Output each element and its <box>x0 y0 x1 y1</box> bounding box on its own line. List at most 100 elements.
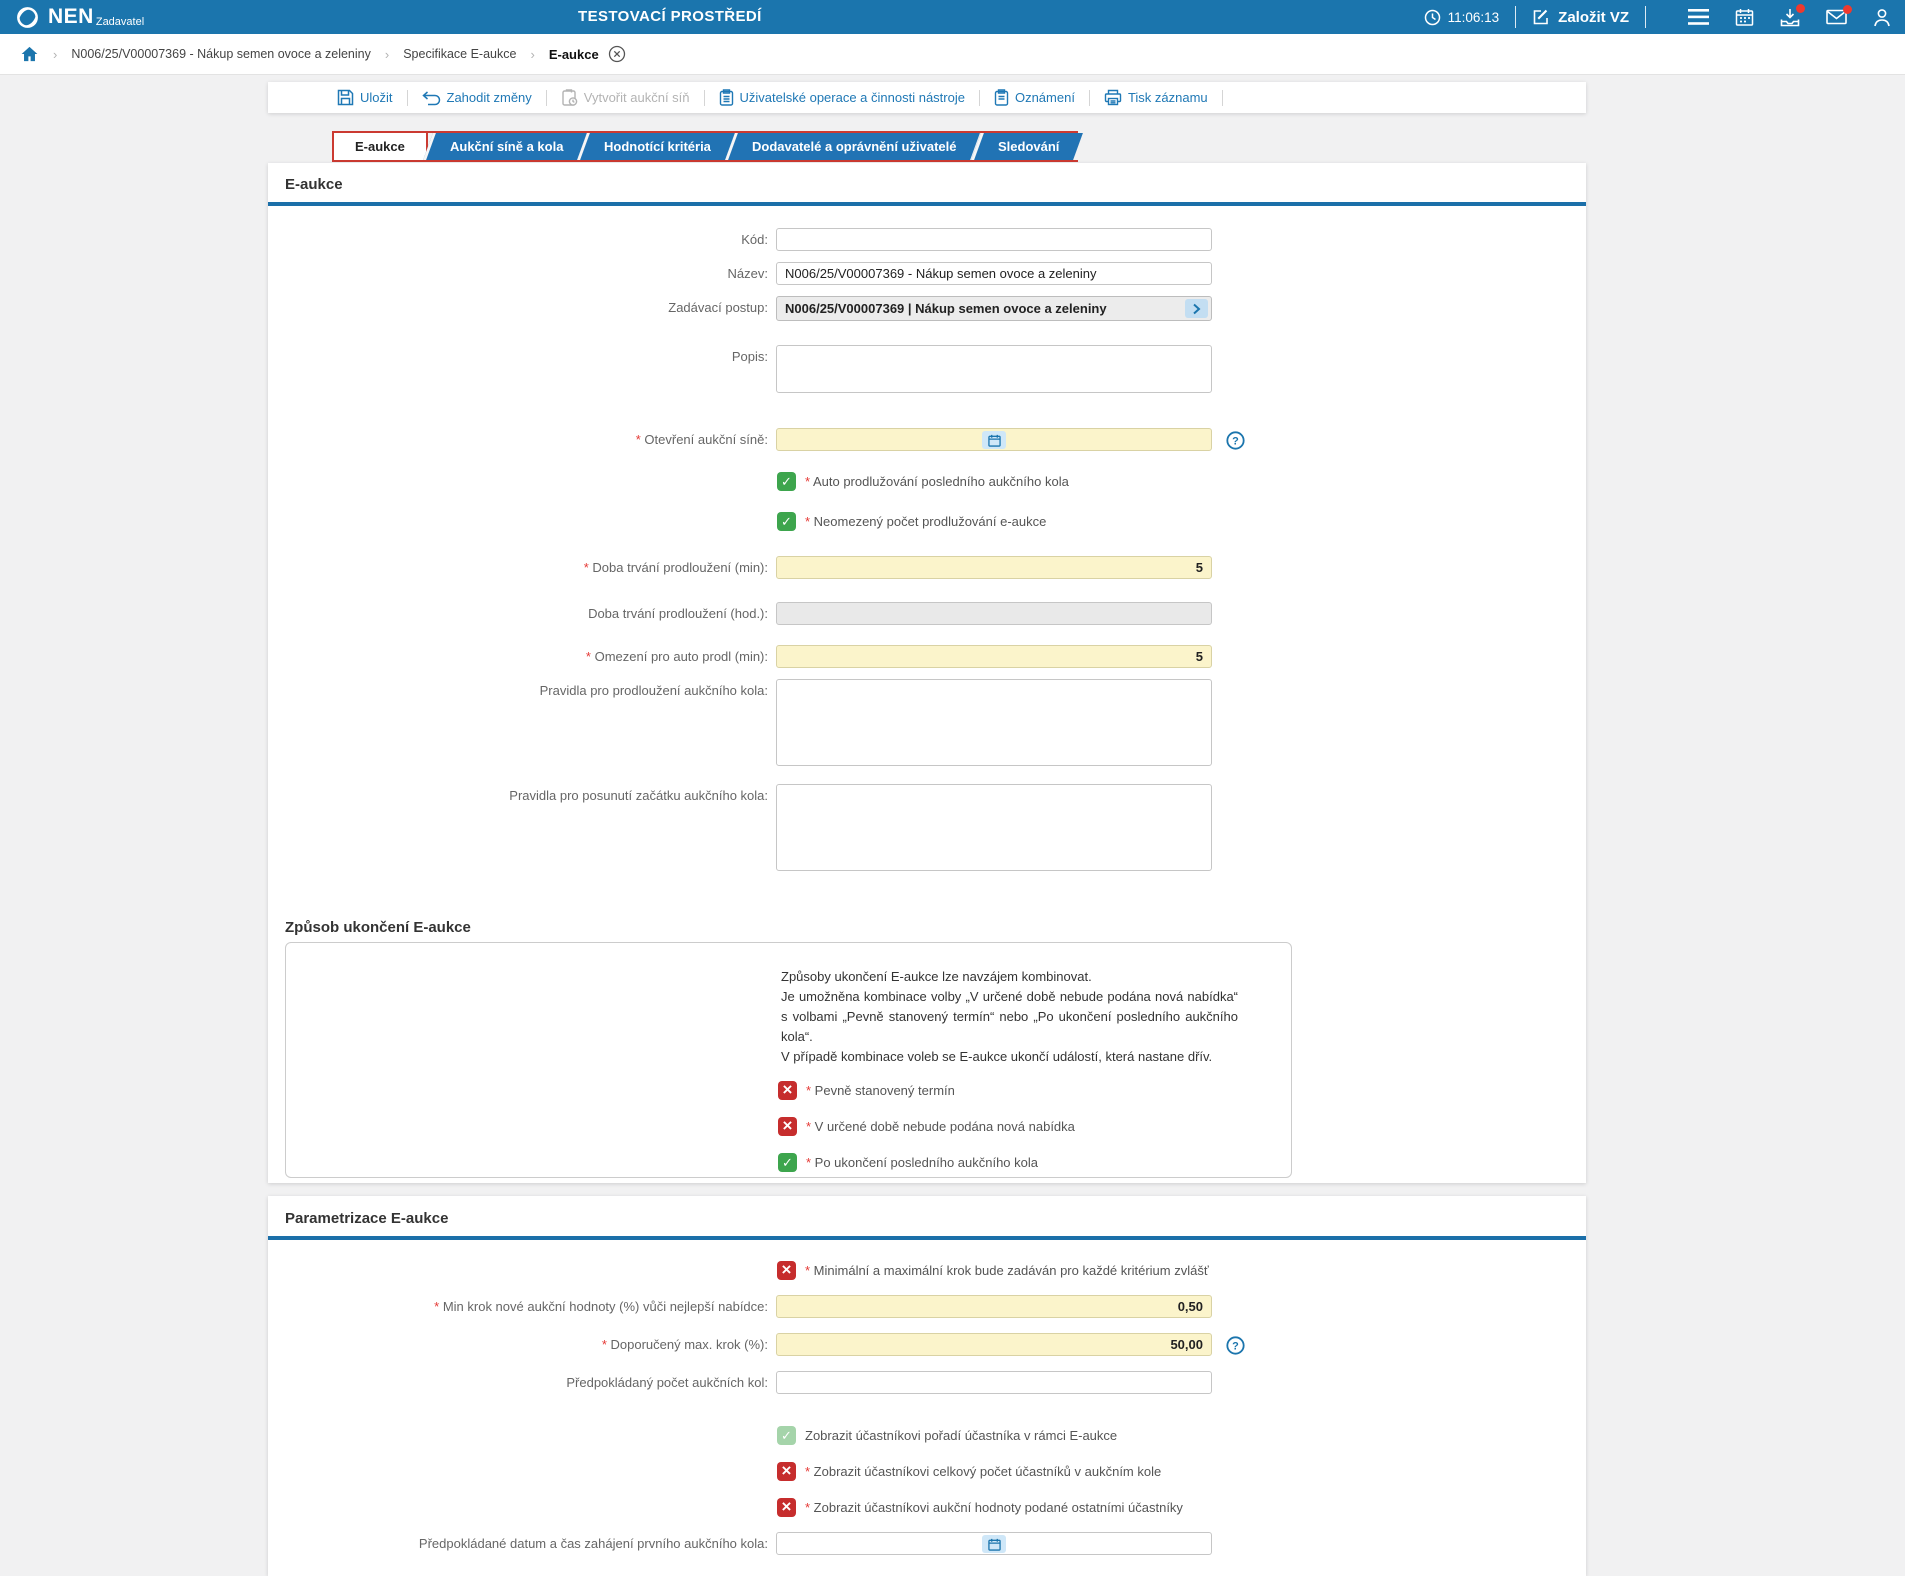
tab-e-aukce[interactable]: E-aukce <box>334 133 428 160</box>
menu-button[interactable] <box>1688 9 1709 25</box>
tab-dodavatele-a-opravneni-uzivatele[interactable]: Dodavatelé a oprávnění uživatelé <box>725 133 981 160</box>
field-label: Předpokládaný počet aukčních kol: <box>566 1375 768 1390</box>
checkbox-row-aukcni-hodnoty: Zobrazit účastníkovi aukční hodnoty poda… <box>777 1498 1586 1517</box>
toolbar-separator <box>1088 89 1090 106</box>
field-label: Min krok nové aukční hodnoty (%) vůči ne… <box>268 1295 776 1314</box>
field-row-nazev: Název: <box>268 262 1586 285</box>
tab-aukcni-sine-a-kola[interactable]: Aukční síně a kola <box>422 133 588 160</box>
breadcrumb-item-specification[interactable]: Specifikace E-aukce <box>403 47 517 61</box>
pevny-termin-checkbox[interactable] <box>778 1081 797 1100</box>
brand-role: Zadavatel <box>95 16 145 28</box>
field-label: Doporučený max. krok (%): <box>268 1333 776 1352</box>
toolbar-separator <box>406 89 408 106</box>
pravidla-prodlouzeni-textarea[interactable] <box>776 679 1212 766</box>
help-icon[interactable]: ? <box>1226 431 1245 450</box>
section-rule <box>268 1236 1586 1240</box>
checkbox-label: Minimální a maximální krok bude zadáván … <box>805 1263 1209 1278</box>
server-time: 11:06:13 <box>1424 9 1499 26</box>
doba-min-input[interactable] <box>776 556 1212 579</box>
field-row-pravidla-prodlouzeni: Pravidla pro prodloužení aukčního kola: <box>268 679 1586 766</box>
nazev-input[interactable] <box>776 262 1212 285</box>
downloads-button[interactable] <box>1780 3 1805 27</box>
field-label: Předpokládané datum a čas zahájení první… <box>418 1536 768 1551</box>
calendar-button[interactable] <box>1735 8 1754 27</box>
print-icon <box>1104 89 1122 106</box>
popis-textarea[interactable] <box>776 345 1212 393</box>
field-label: Doba trvání prodloužení (hod.): <box>588 606 768 621</box>
checkbox-label: Zobrazit účastníkovi celkový počet účast… <box>805 1464 1162 1479</box>
nen-brand[interactable]: NEN Zadavatel <box>14 0 144 34</box>
field-row-otevreni: Otevření aukční síně: ? <box>268 428 1586 451</box>
field-row-popis: Popis: <box>268 345 1586 393</box>
pravidla-posunuti-textarea[interactable] <box>776 784 1212 871</box>
discard-changes-button[interactable]: Zahodit změny <box>421 90 532 106</box>
checkbox-label: V určené době nebude podána nová nabídka <box>806 1119 1075 1134</box>
nova-nabidka-checkbox[interactable] <box>778 1117 797 1136</box>
checkbox-row-auto-prodluzovani: Auto prodlužování posledního aukčního ko… <box>777 472 1586 491</box>
section-title: E-aukce <box>285 176 343 193</box>
krok-zvlast-checkbox[interactable] <box>777 1261 796 1280</box>
print-record-button[interactable]: Tisk záznamu <box>1104 89 1208 106</box>
home-icon[interactable] <box>20 45 39 63</box>
clock-icon <box>1424 9 1440 25</box>
checkbox-row-poradi: Zobrazit účastníkovi pořadí účastníka v … <box>777 1426 1586 1445</box>
svg-text:?: ? <box>1232 435 1239 447</box>
field-label: Otevření aukční síně: <box>268 428 776 447</box>
save-button[interactable]: Uložit <box>337 89 393 106</box>
user-profile-button[interactable] <box>1873 8 1891 27</box>
edit-icon <box>1533 9 1548 25</box>
mail-notification-badge <box>1843 5 1852 14</box>
field-row-datum-zahajeni: Předpokládané datum a čas zahájení první… <box>268 1532 1586 1555</box>
calendar-icon <box>1735 8 1754 26</box>
section-rule <box>268 202 1586 206</box>
pocet-ucastniku-checkbox[interactable] <box>777 1462 796 1481</box>
breadcrumb-item-procedure[interactable]: N006/25/V00007369 - Nákup semen ovoce a … <box>71 47 371 61</box>
messages-button[interactable] <box>1826 5 1852 25</box>
field-row-kod: Kód: <box>268 228 1586 251</box>
field-label: Doba trvání prodloužení (min): <box>268 556 776 575</box>
poradi-checkbox <box>777 1426 796 1445</box>
user-operations-button[interactable]: Uživatelské operace a činnosti nástroje <box>719 89 965 106</box>
aukcni-hodnoty-checkbox[interactable] <box>777 1498 796 1517</box>
tab-sledovani[interactable]: Sledování <box>970 133 1084 160</box>
omezeni-input[interactable] <box>776 645 1212 668</box>
close-icon <box>608 45 625 63</box>
open-procedure-button[interactable] <box>1185 299 1208 318</box>
min-krok-input[interactable] <box>776 1295 1212 1318</box>
subsection-title-zpusob-ukonceni: Způsob ukončení E-aukce <box>285 919 471 936</box>
posledni-kolo-checkbox[interactable] <box>778 1153 797 1172</box>
date-picker-icon <box>987 434 1001 447</box>
field-row-max-krok: Doporučený max. krok (%): ? <box>268 1333 1586 1356</box>
field-row-pocet-kol: Předpokládaný počet aukčních kol: <box>268 1371 1586 1394</box>
create-hall-icon <box>562 89 578 106</box>
neomezeny-pocet-checkbox[interactable] <box>777 512 796 531</box>
pocet-kol-input[interactable] <box>776 1371 1212 1394</box>
help-icon[interactable]: ? <box>1226 1336 1245 1355</box>
checkbox-label: Neomezený počet prodlužování e-aukce <box>805 514 1047 529</box>
tab-hodnotici-kriteria[interactable]: Hodnotící kritéria <box>577 133 736 160</box>
record-tabs: E-aukce Aukční síně a kola Hodnotící kri… <box>268 131 1084 162</box>
date-picker-button[interactable] <box>982 1535 1006 1553</box>
create-vz-button[interactable]: Založit VZ <box>1532 8 1629 26</box>
kod-input[interactable] <box>776 228 1212 251</box>
field-row-doba-hod: Doba trvání prodloužení (hod.): <box>268 602 1586 625</box>
doba-hod-input <box>776 602 1212 625</box>
auto-prodluzovani-checkbox[interactable] <box>777 472 796 491</box>
field-row-pravidla-posunuti: Pravidla pro posunutí začátku aukčního k… <box>268 784 1586 871</box>
field-row-doba-min: Doba trvání prodloužení (min): <box>268 556 1586 579</box>
breadcrumb-item-current: E-aukce <box>548 46 599 62</box>
date-picker-button[interactable] <box>982 431 1006 449</box>
save-icon <box>337 89 354 106</box>
max-krok-input[interactable] <box>776 1333 1212 1356</box>
nen-logo-icon <box>17 6 38 28</box>
zpusob-info-text: Způsoby ukončení E-aukce lze navzájem ko… <box>781 969 1238 1064</box>
checkbox-label: Pevně stanovený termín <box>806 1083 955 1098</box>
field-label: Pravidla pro posunutí začátku aukčního k… <box>509 788 768 803</box>
environment-title: TESTOVACÍ PROSTŘEDÍ <box>578 8 762 25</box>
notifications-button[interactable]: Oznámení <box>994 89 1075 106</box>
toolbar-separator <box>978 89 980 106</box>
close-record-button[interactable] <box>608 45 626 63</box>
field-label: Název: <box>727 266 768 281</box>
svg-text:?: ? <box>1232 1340 1239 1352</box>
otevreni-date-input[interactable] <box>776 428 1212 451</box>
